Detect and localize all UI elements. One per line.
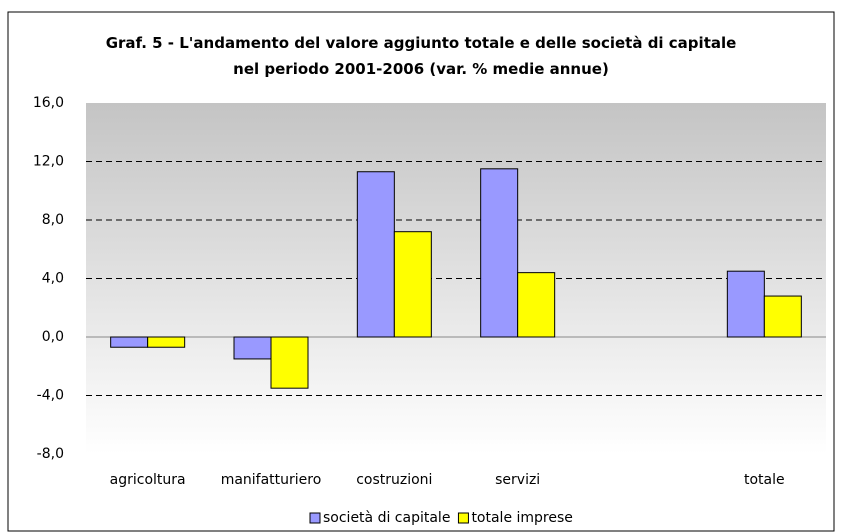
bar: [763, 295, 802, 338]
y-tick-label: 16,0: [33, 95, 64, 111]
legend-label: totale imprese: [471, 510, 572, 526]
bar: [480, 168, 519, 338]
bar: [147, 336, 186, 348]
bar: [726, 270, 765, 338]
y-tick-label: -4,0: [37, 388, 64, 404]
bar: [233, 336, 272, 360]
x-tick-label: costruzioni: [356, 472, 432, 488]
chart-title: Graf. 5 - L'andamento del valore aggiunt…: [105, 34, 737, 78]
y-tick-label: 0,0: [42, 329, 64, 345]
legend-swatch: [309, 512, 321, 524]
bar: [517, 272, 556, 338]
bar: [393, 231, 432, 338]
y-tick-label: 8,0: [42, 212, 64, 228]
x-tick-label: servizi: [495, 472, 540, 488]
legend-swatch: [457, 512, 469, 524]
x-tick-label: totale: [744, 472, 785, 488]
y-tick-label: 12,0: [33, 154, 64, 170]
legend-label: società di capitale: [323, 510, 450, 526]
y-tick-label: -8,0: [37, 446, 64, 462]
x-tick-label: manifatturiero: [221, 472, 322, 488]
bar: [356, 171, 395, 338]
bar: [270, 336, 309, 389]
y-tick-label: 4,0: [42, 271, 64, 287]
bar: [110, 336, 149, 348]
x-tick-label: agricoltura: [110, 472, 186, 488]
